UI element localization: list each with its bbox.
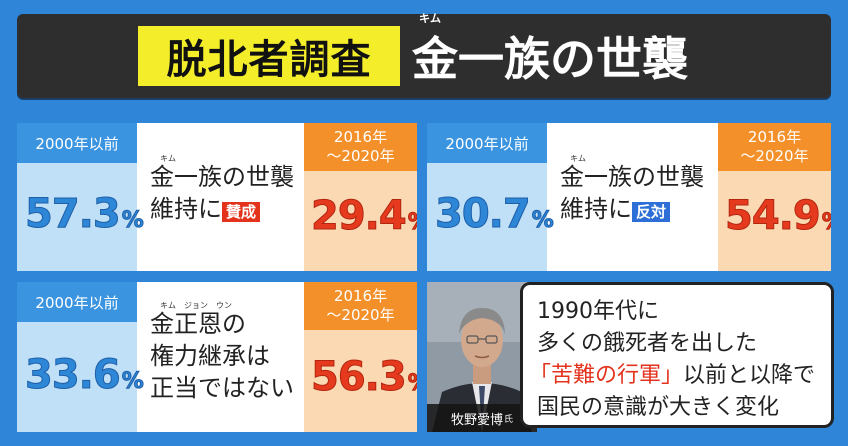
right-period-label: 2016年 ～2020年 — [718, 123, 831, 171]
middle-line1: 金正恩の — [150, 310, 246, 338]
percent-unit: % — [121, 208, 144, 234]
middle-line2: 維持に 賛成 — [150, 193, 294, 228]
middle-statement: 金一族の世襲 維持に 賛成 — [150, 161, 294, 228]
quote-line4: 国民の意識が大きく変化 — [537, 395, 780, 420]
quote-highlight: 「苦難の行軍」 — [529, 363, 684, 388]
middle-ruby: キム — [570, 154, 586, 163]
right-period-line2: ～2020年 — [326, 147, 395, 165]
person-caption: 牧野愛博氏 — [427, 404, 537, 432]
quote-line2: 多くの餓死者を出した — [537, 331, 758, 356]
percent-unit: % — [407, 210, 417, 236]
quote-line3-rest: 以前と以降で — [683, 363, 816, 388]
right-period-line2: ～2020年 — [326, 306, 395, 324]
right-percentage: 56.3% — [311, 354, 417, 401]
middle-line3: 正当ではない — [150, 374, 294, 402]
middle-line1: 金一族の世襲 — [150, 163, 294, 191]
middle-line2: 維持に 反対 — [560, 193, 704, 228]
percent-unit: % — [531, 208, 554, 234]
person-name: 牧野愛博 — [450, 412, 503, 428]
right-value: 29.4 — [311, 193, 408, 240]
right-percentage: 54.9% — [725, 193, 831, 240]
middle-line1: 金一族の世襲 — [560, 163, 704, 191]
middle-line2-prefix: 維持に — [560, 195, 632, 223]
left-percentage: 33.6% — [25, 352, 145, 399]
middle-line2: 権力継承は — [150, 342, 270, 370]
quote-line1: 1990年代に — [537, 299, 659, 324]
left-value: 30.7 — [435, 191, 532, 238]
left-value: 33.6 — [25, 352, 122, 399]
right-period-label: 2016年 ～2020年 — [304, 123, 417, 171]
left-period-label: 2000年以前 — [17, 282, 137, 322]
middle-ruby: キム — [160, 154, 176, 163]
right-value: 56.3 — [311, 354, 408, 401]
middle-ruby: キム ジョン ウン — [160, 301, 232, 310]
panel-oppose: 2000年以前 2016年 ～2020年 30.7% キム 金一族の世襲 維持に… — [427, 123, 831, 271]
support-tag: 賛成 — [222, 202, 261, 222]
left-percentage: 57.3% — [25, 191, 145, 238]
oppose-tag: 反対 — [632, 202, 671, 222]
quote-line3: 「苦難の行軍」以前と以降で — [529, 357, 815, 389]
middle-statement: 金正恩の 権力継承は 正当ではない — [150, 308, 294, 404]
percent-unit: % — [121, 369, 144, 395]
right-period-line2: ～2020年 — [740, 147, 809, 165]
header-tag: 脱北者調査 — [138, 26, 400, 86]
middle-line2-prefix: 維持に — [150, 195, 222, 223]
header-banner: 脱北者調査 キム 金一族の世襲 — [17, 12, 831, 98]
right-period-line1: 2016年 — [333, 128, 388, 146]
person-honorific: 氏 — [504, 414, 514, 425]
left-percentage: 30.7% — [435, 191, 555, 238]
middle-statement: 金一族の世襲 維持に 反対 — [560, 161, 704, 228]
percent-unit: % — [821, 210, 831, 236]
right-value: 54.9 — [725, 193, 822, 240]
quote-box: 1990年代に 多くの餓死者を出した 「苦難の行軍」以前と以降で 国民の意識が大… — [520, 282, 834, 428]
header-title: 金一族の世襲 — [412, 32, 688, 86]
left-period-label: 2000年以前 — [17, 123, 137, 163]
left-period-label: 2000年以前 — [427, 123, 547, 163]
percent-unit: % — [407, 371, 417, 397]
right-period-label: 2016年 ～2020年 — [304, 282, 417, 330]
panel-support: 2000年以前 2016年 ～2020年 57.3% キム 金一族の世襲 維持に… — [17, 123, 417, 271]
right-period-line1: 2016年 — [747, 128, 802, 146]
right-period-line1: 2016年 — [333, 287, 388, 305]
right-percentage: 29.4% — [311, 193, 417, 240]
left-value: 57.3 — [25, 191, 122, 238]
panel-legitimacy: 2000年以前 2016年 ～2020年 33.6% キム ジョン ウン 金正恩… — [17, 282, 417, 432]
header-ruby: キム — [419, 12, 441, 25]
